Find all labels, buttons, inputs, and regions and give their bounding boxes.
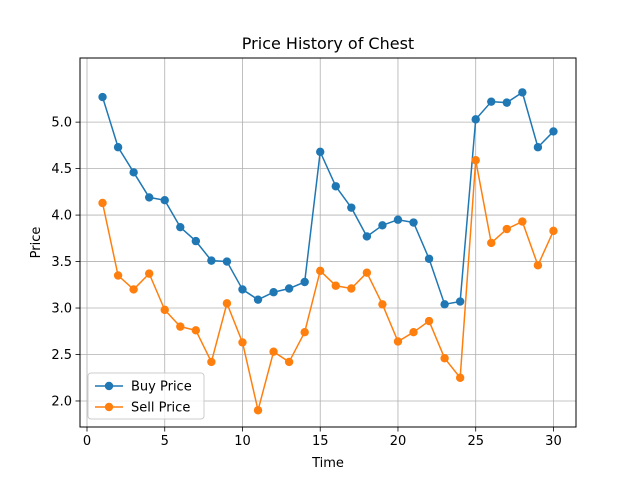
data-point bbox=[300, 277, 309, 287]
data-point bbox=[533, 143, 543, 152]
x-tick-label: 30 bbox=[545, 434, 562, 449]
data-point bbox=[455, 297, 465, 306]
data-point bbox=[378, 221, 387, 230]
data-point bbox=[316, 266, 325, 276]
data-point bbox=[440, 354, 449, 363]
legend: Buy Price Sell Price bbox=[87, 372, 205, 420]
legend-marker bbox=[104, 381, 114, 391]
data-point bbox=[113, 271, 123, 280]
data-point bbox=[440, 300, 449, 309]
data-point bbox=[316, 147, 325, 157]
data-point bbox=[207, 256, 216, 265]
data-point bbox=[549, 127, 558, 136]
series-0 bbox=[98, 88, 558, 309]
x-tick-label: 15 bbox=[312, 434, 329, 449]
y-tick-label: 2.0 bbox=[51, 394, 72, 409]
data-point bbox=[331, 281, 340, 290]
legend-entry: Buy Price bbox=[95, 380, 192, 395]
data-point bbox=[424, 254, 434, 263]
data-point bbox=[378, 300, 387, 309]
data-point bbox=[347, 284, 356, 293]
data-point bbox=[362, 268, 372, 277]
data-point bbox=[331, 182, 340, 191]
data-point bbox=[502, 224, 512, 234]
data-point bbox=[191, 236, 201, 246]
chart-title: Price History of Chest bbox=[242, 34, 414, 53]
data-point bbox=[238, 285, 247, 294]
data-point bbox=[191, 326, 201, 335]
data-point bbox=[113, 143, 123, 152]
y-tick-label: 3.0 bbox=[51, 302, 72, 317]
data-point bbox=[518, 217, 527, 226]
series-layer bbox=[98, 88, 558, 415]
data-point bbox=[176, 322, 185, 331]
data-point bbox=[238, 338, 247, 347]
plot-frame bbox=[79, 57, 577, 428]
data-point bbox=[284, 357, 294, 367]
legend-label: Buy Price bbox=[131, 380, 192, 395]
y-tick-label: 2.5 bbox=[51, 348, 72, 363]
x-tick-label: 5 bbox=[161, 434, 169, 449]
x-tick-label: 25 bbox=[467, 434, 484, 449]
axis-ticks: 0 5 10 15 20 25 30 2.0 2.5 3.0 3.5 4.0 4.5 5.0 bbox=[51, 116, 561, 449]
data-point bbox=[144, 269, 154, 278]
data-point bbox=[487, 97, 496, 106]
data-point bbox=[533, 261, 543, 270]
data-point bbox=[129, 168, 138, 177]
data-point bbox=[300, 327, 309, 337]
series-1 bbox=[98, 156, 558, 415]
data-point bbox=[98, 198, 107, 208]
data-point bbox=[518, 88, 527, 97]
data-point bbox=[207, 357, 216, 367]
data-point bbox=[144, 193, 154, 202]
data-point bbox=[269, 347, 278, 356]
data-point bbox=[253, 406, 263, 415]
data-point bbox=[98, 92, 107, 102]
data-point bbox=[284, 284, 294, 293]
data-point bbox=[393, 215, 403, 224]
data-point bbox=[176, 222, 185, 232]
data-point bbox=[129, 285, 138, 294]
data-point bbox=[253, 295, 263, 304]
data-point bbox=[487, 238, 496, 248]
x-tick-label: 20 bbox=[390, 434, 407, 449]
data-point bbox=[160, 305, 169, 315]
y-tick-label: 5.0 bbox=[51, 116, 72, 131]
x-tick-label: 10 bbox=[234, 434, 251, 449]
y-tick-label: 4.0 bbox=[51, 209, 72, 224]
legend-label: Sell Price bbox=[131, 401, 190, 416]
data-point bbox=[362, 232, 372, 241]
data-point bbox=[471, 115, 480, 124]
y-axis-title: Price bbox=[29, 227, 44, 259]
data-point bbox=[471, 156, 480, 165]
data-point bbox=[409, 218, 418, 227]
x-tick-label: 0 bbox=[83, 434, 91, 449]
legend-marker bbox=[104, 402, 114, 412]
data-point bbox=[455, 373, 465, 382]
y-tick-label: 3.5 bbox=[51, 255, 72, 270]
data-point bbox=[424, 316, 434, 326]
data-point bbox=[222, 257, 232, 266]
y-tick-label: 4.5 bbox=[51, 162, 72, 177]
legend-entry: Sell Price bbox=[95, 401, 190, 416]
x-axis-title: Time bbox=[311, 456, 344, 471]
data-point bbox=[549, 226, 558, 236]
data-point bbox=[409, 327, 418, 337]
data-point bbox=[502, 98, 512, 107]
data-point bbox=[222, 299, 232, 308]
data-point bbox=[393, 337, 403, 346]
data-point bbox=[160, 196, 169, 205]
data-point bbox=[347, 203, 356, 212]
data-point bbox=[269, 288, 278, 297]
